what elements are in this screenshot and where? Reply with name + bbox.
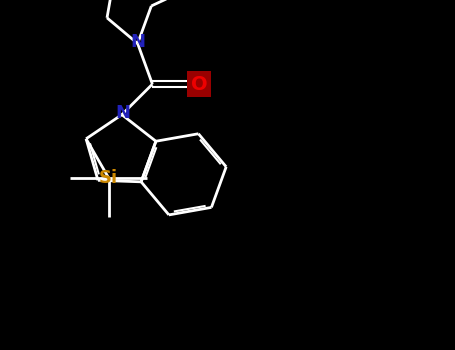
Text: Si: Si <box>99 169 118 187</box>
Text: N: N <box>130 33 145 51</box>
Text: N: N <box>115 104 130 122</box>
Text: O: O <box>191 75 207 93</box>
